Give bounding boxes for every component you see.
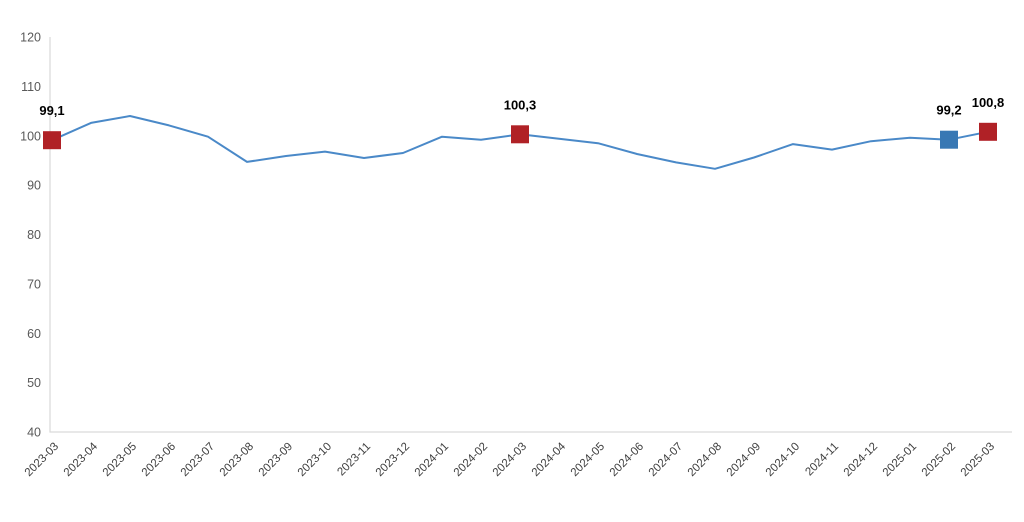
x-tick-label: 2023-09: [257, 441, 295, 479]
y-tick-label: 110: [21, 80, 41, 94]
y-axis-labels: 40 50 60 70 80 90 100 110 120: [20, 31, 41, 440]
x-tick-label: 2024-10: [764, 441, 802, 479]
x-tick-label: 2024-09: [725, 441, 763, 479]
data-label-2024-03: 100,3: [504, 97, 537, 112]
x-tick-label: 2024-07: [647, 441, 685, 479]
x-tick-label: 2024-03: [491, 441, 529, 479]
marker-2023-03: [43, 131, 61, 150]
data-label-2025-02: 99,2: [936, 103, 961, 118]
x-tick-label: 2024-05: [569, 441, 607, 479]
marker-2025-03: [979, 122, 997, 141]
x-tick-label: 2023-04: [62, 440, 101, 479]
y-tick-label: 80: [27, 228, 41, 242]
x-tick-label: 2023-11: [335, 441, 373, 479]
x-tick-label: 2024-11: [803, 441, 841, 479]
marker-2024-03: [511, 125, 529, 144]
y-tick-label: 90: [27, 179, 41, 193]
y-tick-label: 70: [27, 277, 41, 291]
axis-lines: [49, 37, 1012, 433]
x-tick-label: 2023-06: [140, 441, 178, 479]
x-axis-labels: 2023-03 2023-04 2023-05 2023-06 2023-07 2023-…: [23, 440, 997, 479]
x-tick-label: 2024-12: [842, 441, 880, 479]
marker-2025-02: [940, 130, 958, 149]
x-tick-label: 2023-10: [296, 441, 334, 479]
x-tick-label: 2024-04: [530, 440, 569, 479]
x-tick-label: 2025-01: [881, 441, 919, 479]
x-tick-label: 2023-08: [218, 441, 256, 479]
x-tick-label: 2023-07: [179, 441, 217, 479]
x-tick-label: 2024-01: [413, 441, 451, 479]
x-tick-label: 2023-05: [101, 441, 139, 479]
y-tick-label: 40: [27, 426, 41, 440]
x-tick-label: 2024-08: [686, 441, 724, 479]
x-tick-label: 2024-02: [452, 441, 490, 479]
x-tick-label: 2023-03: [23, 441, 61, 479]
data-label-2023-03: 99,1: [39, 103, 64, 118]
y-tick-label: 120: [20, 31, 41, 45]
y-tick-label: 100: [20, 129, 41, 143]
x-tick-label: 2025-02: [920, 441, 958, 479]
y-tick-label: 50: [27, 376, 41, 390]
x-tick-label: 2024-06: [608, 441, 646, 479]
x-tick-label: 2025-03: [959, 441, 997, 479]
data-label-2025-03: 100,8: [972, 95, 1005, 110]
y-tick-label: 60: [27, 327, 41, 341]
x-tick-label: 2023-12: [374, 441, 412, 479]
